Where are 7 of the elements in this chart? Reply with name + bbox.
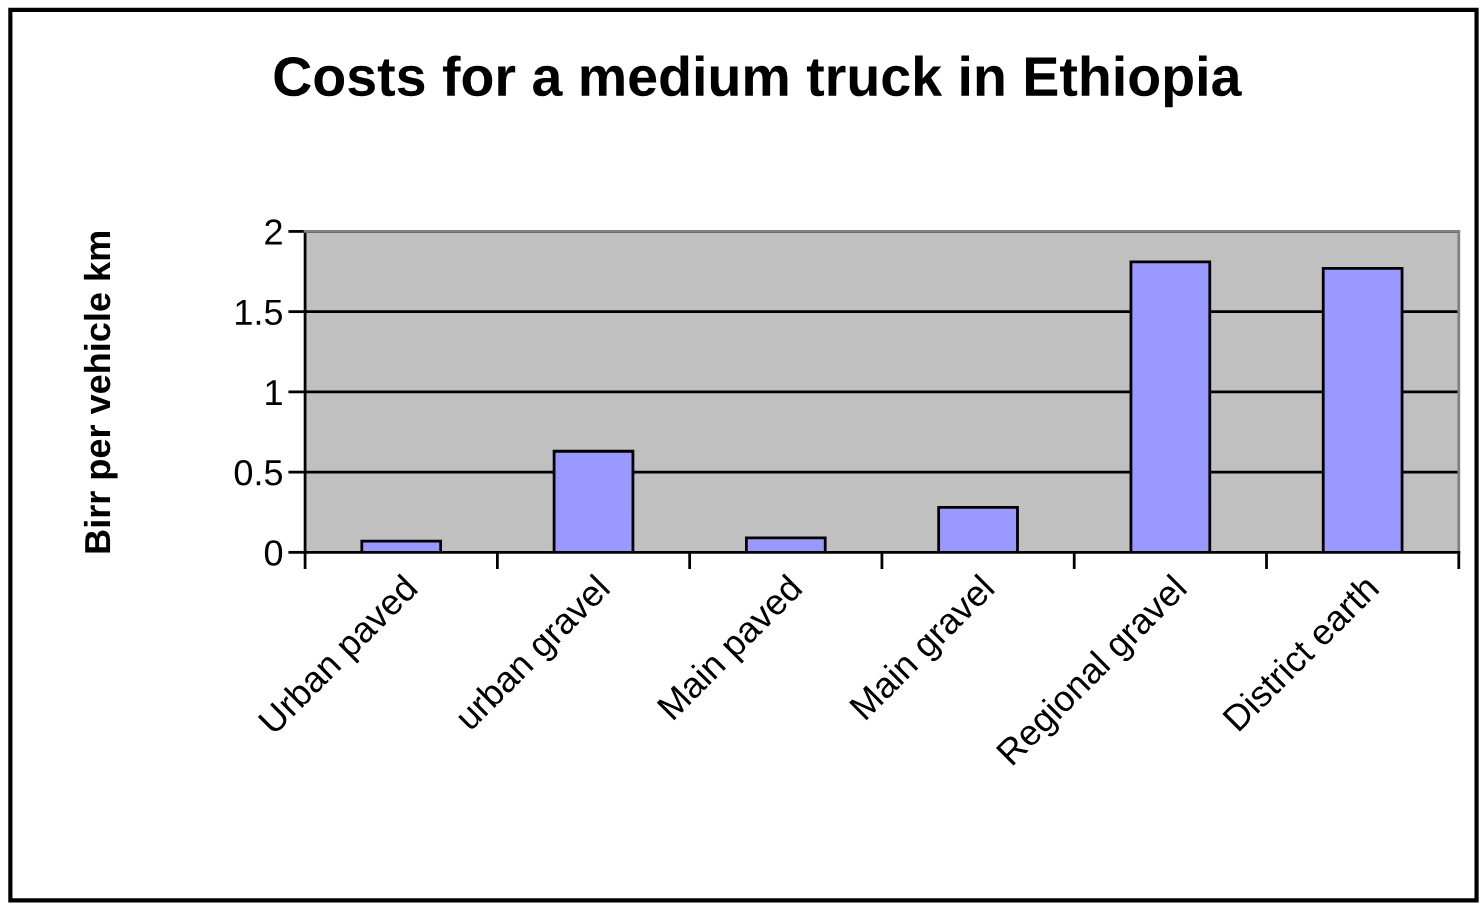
y-axis-title: Birr per vehicle km xyxy=(83,231,118,553)
y-tick-label: 2 xyxy=(265,219,282,245)
chart-title: Costs for a medium truck in Ethiopia xyxy=(274,55,1242,108)
y-tick-label: 0.5 xyxy=(234,459,283,486)
y-tick-label: 0 xyxy=(264,540,283,566)
y-tick-label: 1 xyxy=(266,380,282,405)
y-tick-label: 1.5 xyxy=(236,299,283,326)
